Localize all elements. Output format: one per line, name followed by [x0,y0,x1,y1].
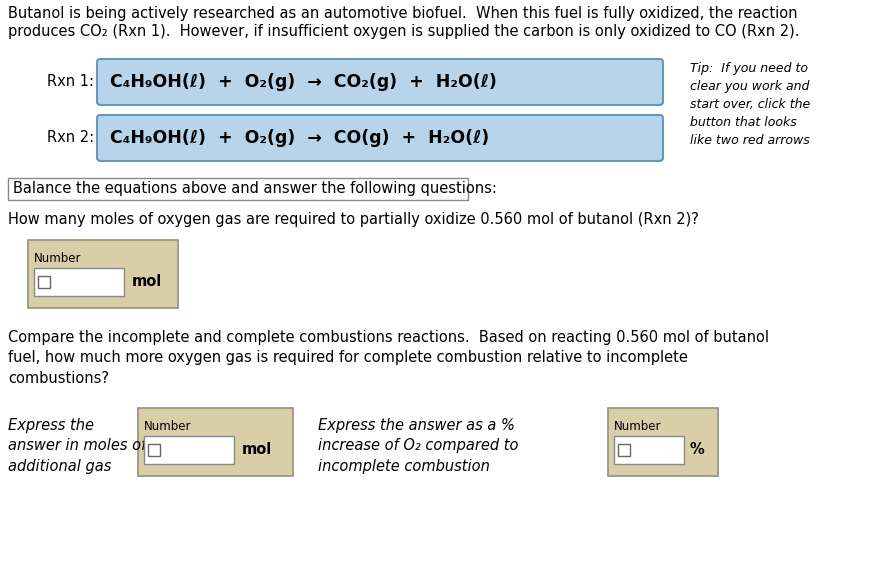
Bar [8,178,468,200]
Text: Rxn 2:: Rxn 2: [47,131,94,145]
Text: C₄H₉OH(ℓ)  +  O₂(g)  →  CO(g)  +  H₂O(ℓ): C₄H₉OH(ℓ) + O₂(g) → CO(g) + H₂O(ℓ) [110,129,489,147]
Text: mol: mol [242,443,272,457]
Bar [618,444,630,456]
Bar [28,240,178,308]
Text: C₄H₉OH(ℓ)  +  O₂(g)  →  CO₂(g)  +  H₂O(ℓ): C₄H₉OH(ℓ) + O₂(g) → CO₂(g) + H₂O(ℓ) [110,73,497,91]
Text: Tip:  If you need to
clear you work and
start over, click the
button that looks
: Tip: If you need to clear you work and s… [690,62,810,147]
Text: Compare the incomplete and complete combustions reactions.  Based on reacting 0.: Compare the incomplete and complete comb… [8,330,769,386]
Text: %: % [690,443,705,457]
Text: Butanol is being actively researched as an automotive biofuel.  When this fuel i: Butanol is being actively researched as … [8,6,798,21]
Text: How many moles of oxygen gas are required to partially oxidize 0.560 mol of buta: How many moles of oxygen gas are require… [8,212,698,227]
Bar [148,444,160,456]
Text: Express the answer as a %
increase of O₂ compared to
incomplete combustion: Express the answer as a % increase of O₂… [318,418,519,474]
Text: Express the
answer in moles of
additional gas: Express the answer in moles of additiona… [8,418,146,474]
Text: Balance the equations above and answer the following questions:: Balance the equations above and answer t… [13,182,497,196]
Text: Number: Number [144,420,192,433]
FancyBboxPatch shape [97,115,663,161]
Text: Rxn 1:: Rxn 1: [47,75,94,89]
Bar [608,408,718,476]
Text: Number: Number [34,252,81,265]
Text: Number: Number [614,420,662,433]
Text: mol: mol [132,275,162,289]
Text: produces CO₂ (Rxn 1).  However, if insufficient oxygen is supplied the carbon is: produces CO₂ (Rxn 1). However, if insuff… [8,24,800,39]
Bar [138,408,293,476]
Bar [38,276,50,288]
FancyBboxPatch shape [97,59,663,105]
Bar [144,436,234,464]
Bar [614,436,684,464]
Bar [34,268,124,296]
